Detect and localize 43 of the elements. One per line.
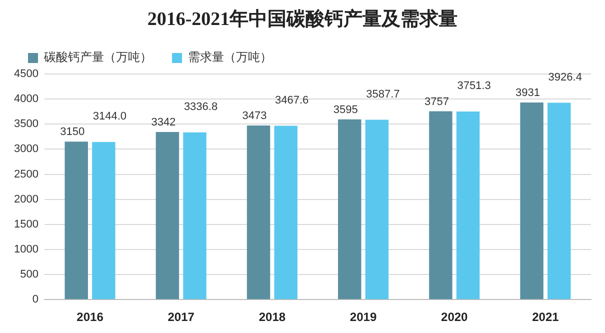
bar bbox=[338, 119, 362, 300]
bar bbox=[548, 102, 571, 300]
data-label: 3931 bbox=[516, 87, 540, 100]
y-tick-label: 500 bbox=[20, 268, 38, 281]
bar bbox=[156, 132, 180, 300]
data-label: 3342 bbox=[151, 116, 176, 129]
y-tick-label: 1000 bbox=[14, 244, 38, 256]
data-label: 3757 bbox=[424, 96, 449, 108]
data-label: 3336.8 bbox=[184, 100, 218, 113]
bar bbox=[246, 125, 270, 300]
data-label: 3150 bbox=[60, 126, 85, 138]
y-tick-label: 4500 bbox=[14, 68, 38, 80]
data-label: 3751.3 bbox=[457, 80, 491, 92]
data-label: 3144.0 bbox=[92, 110, 127, 123]
bar bbox=[365, 120, 389, 300]
legend-label: 需求量（万吨） bbox=[188, 50, 272, 64]
data-label: 3587.7 bbox=[366, 88, 400, 100]
data-label: 3467.6 bbox=[275, 94, 309, 106]
bar bbox=[520, 102, 544, 300]
data-label: 3473 bbox=[242, 110, 267, 122]
y-tick-label: 2000 bbox=[14, 193, 38, 206]
bar bbox=[64, 142, 88, 300]
bar bbox=[274, 126, 298, 300]
y-tick-label: 2500 bbox=[14, 168, 38, 180]
x-tick-label: 2021 bbox=[532, 310, 560, 324]
bar bbox=[429, 111, 452, 300]
y-tick-label: 0 bbox=[32, 294, 38, 306]
bar bbox=[183, 132, 206, 300]
y-tick-label: 4000 bbox=[14, 93, 38, 106]
bar bbox=[456, 112, 480, 300]
data-label: 3926.4 bbox=[548, 71, 582, 84]
x-tick-label: 2019 bbox=[350, 310, 377, 324]
y-tick-label: 3000 bbox=[14, 143, 38, 156]
y-tick-label: 1500 bbox=[14, 218, 38, 230]
data-label: 3595 bbox=[333, 104, 358, 116]
y-tick-label: 3500 bbox=[14, 118, 38, 130]
x-tick-label: 2020 bbox=[441, 310, 468, 324]
legend-label: 碳酸钙产量（万吨） bbox=[43, 50, 152, 64]
chart-title: 2016-2021年中国碳酸钙产量及需求量 bbox=[146, 8, 459, 32]
bar bbox=[92, 142, 116, 300]
x-tick-label: 2018 bbox=[258, 310, 286, 324]
x-tick-label: 2017 bbox=[168, 310, 195, 324]
x-tick-label: 2016 bbox=[76, 310, 104, 324]
